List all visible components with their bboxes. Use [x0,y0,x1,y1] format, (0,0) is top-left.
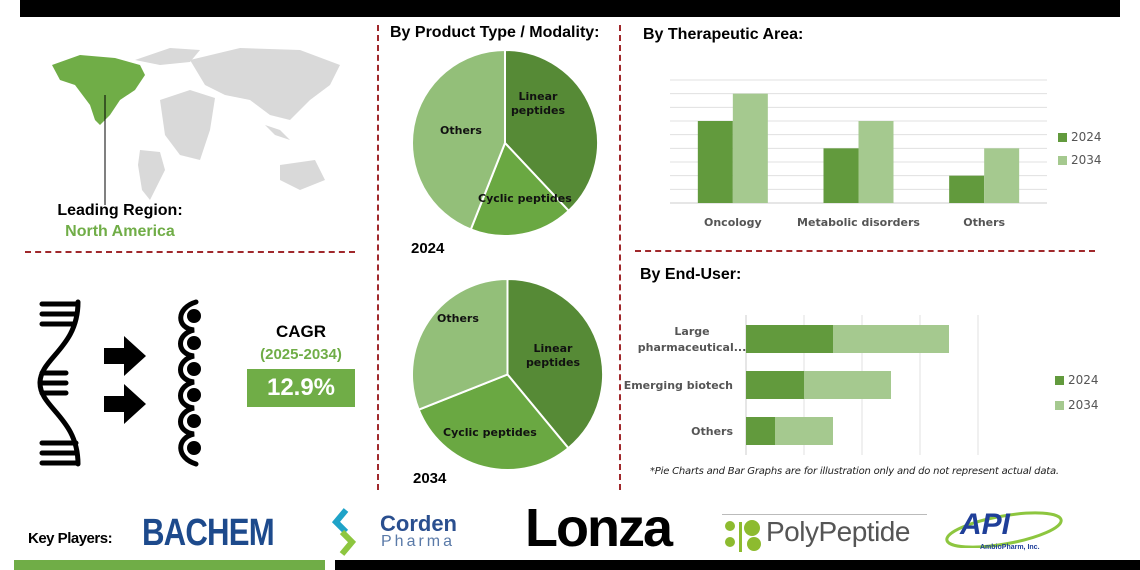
arrow-right-icon [104,384,146,424]
pie-slice-cyclic-peptides [417,373,570,471]
polypeptide-logo: PolyPeptide [766,516,910,547]
y-tick-label: Emerging biotech [624,379,733,392]
pie-label-cyclic: Cyclic peptides [478,192,572,205]
pie-year-2024: 2024 [411,240,445,257]
divider [619,25,621,490]
legend-item-2024: 2024 [1055,373,1099,387]
divider [722,514,927,515]
divider [377,25,379,490]
y-tick-label: Large [674,325,709,338]
lonza-logo: Lonza [525,498,673,558]
api-logo: API [960,508,1011,541]
pie-slice-others [411,48,506,231]
cagr-label: CAGR [275,322,327,341]
legend-item-2024: 2024 [1058,130,1102,144]
arrow-right-icon [104,336,146,376]
end-user-title: By End-User: [640,266,742,283]
pie-label-others: Others [440,124,482,137]
bar-2024 [746,371,804,399]
pie-slice-others [411,277,509,411]
ambiopharm-logo-icon [945,511,1063,548]
corden-logo-text: Corden [380,511,457,536]
polypeptide-logo-icon [725,520,761,552]
end-user-bar-chart: Large pharmaceutical... Emerging biotech Ot… [624,315,979,455]
corden-pharma-logo-icon [332,508,357,556]
divider [25,251,355,253]
bar-2024 [746,325,833,353]
pie-chart-2034 [411,277,604,471]
bar-2034 [732,93,768,203]
bar-2034 [804,371,891,399]
bar-2034 [858,121,894,203]
x-tick-label: Metabolic disorders [797,216,920,229]
pharma-logo-text: Pharma [381,533,456,550]
pie-label-linear: Linear peptides [510,90,566,117]
pie-label-linear: Linear peptides [525,342,581,369]
cagr-period: (2025-2034) [260,346,342,363]
pie-slice-linear-peptides [504,48,599,213]
footer-black-bar [335,560,1140,570]
product-type-title: By Product Type / Modality: [390,24,600,41]
legend-item-2034: 2034 [1058,153,1102,167]
bar-2034 [833,325,949,353]
title-bar [20,0,1120,17]
x-tick-label: Others [963,216,1005,229]
pie-year-2034: 2034 [413,470,447,487]
pie-chart-2024 [411,48,599,237]
leading-region-label: Leading Region: [57,202,183,219]
therapeutic-bar-chart: Oncology Metabolic disorders Others [670,79,1047,229]
bar-2024 [823,148,859,203]
ambiopharm-logo-text: AmbioPharm, Inc. [980,544,1040,551]
footnote: *Pie Charts and Bar Graphs are for illus… [650,466,1059,477]
pie-label-others: Others [437,312,479,325]
bar-2024 [746,417,775,445]
bar-2024 [697,121,733,203]
bar-2024 [949,175,985,203]
pie-slice-linear-peptides [506,277,604,450]
x-tick-label: Oncology [704,216,762,229]
bar-2034 [775,417,833,445]
footer-green-bar [14,560,325,570]
therapeutic-title: By Therapeutic Area: [643,26,804,43]
leading-region-value: North America [65,223,175,240]
world-map [52,48,340,205]
key-players-label: Key Players: [28,530,113,547]
pie-slice-cyclic-peptides [469,141,571,237]
cagr-value: 12.9% [247,369,355,407]
pie-label-cyclic: Cyclic peptides [443,426,537,439]
bar-2034 [984,148,1020,203]
y-tick-label: Others [691,425,733,438]
north-america-highlight [52,55,145,125]
bachem-logo: BACHEM [142,512,275,554]
dna-to-peptide-icon [37,299,201,467]
y-tick-label: pharmaceutical... [638,341,747,354]
legend-item-2034: 2034 [1055,398,1099,412]
divider [635,250,1095,252]
